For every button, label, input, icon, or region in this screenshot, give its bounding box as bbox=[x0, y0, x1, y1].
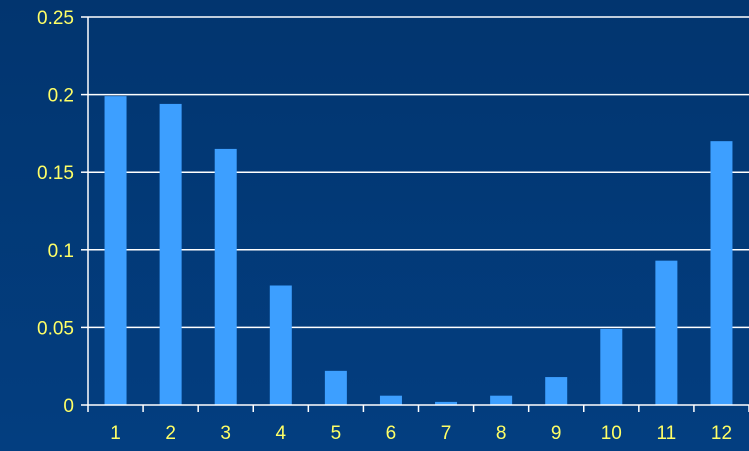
x-tick-label: 4 bbox=[276, 423, 287, 444]
x-tick-label: 2 bbox=[165, 423, 176, 444]
bar-1 bbox=[105, 96, 127, 405]
x-tick-label: 1 bbox=[110, 423, 121, 444]
y-tick-label: 0.2 bbox=[48, 86, 74, 107]
bar-4 bbox=[270, 285, 292, 405]
tick-labels: 00.050.10.150.20.251 2 3 4 5 6 7 8 9 10 11 12 bbox=[37, 8, 732, 444]
x-tick-label: 10 bbox=[601, 423, 622, 444]
y-tick-label: 0.15 bbox=[37, 163, 74, 184]
bar-12 bbox=[710, 141, 732, 405]
bar-10 bbox=[600, 329, 622, 405]
x-tick-label: 5 bbox=[331, 423, 342, 444]
bar-5 bbox=[325, 371, 347, 405]
axes bbox=[88, 17, 749, 412]
x-tick-label: 8 bbox=[496, 423, 507, 444]
x-tick-label: 3 bbox=[220, 423, 231, 444]
bar-11 bbox=[655, 261, 677, 405]
x-tick-label: 12 bbox=[711, 423, 732, 444]
bar-6 bbox=[380, 396, 402, 405]
x-tick-label: 7 bbox=[441, 423, 452, 444]
bar-8 bbox=[490, 396, 512, 405]
x-tick-label: 11 bbox=[657, 423, 677, 444]
bar-2 bbox=[160, 104, 182, 405]
bar-9 bbox=[545, 377, 567, 405]
y-tick-label: 0 bbox=[63, 396, 74, 417]
bar-3 bbox=[215, 149, 237, 405]
x-tick-label: 6 bbox=[386, 423, 397, 444]
y-tick-label: 0.25 bbox=[37, 8, 74, 29]
y-tick-label: 0.05 bbox=[37, 318, 74, 339]
y-tick-label: 0.1 bbox=[48, 241, 74, 262]
bars bbox=[105, 96, 733, 405]
x-tick-label: 9 bbox=[551, 423, 562, 444]
